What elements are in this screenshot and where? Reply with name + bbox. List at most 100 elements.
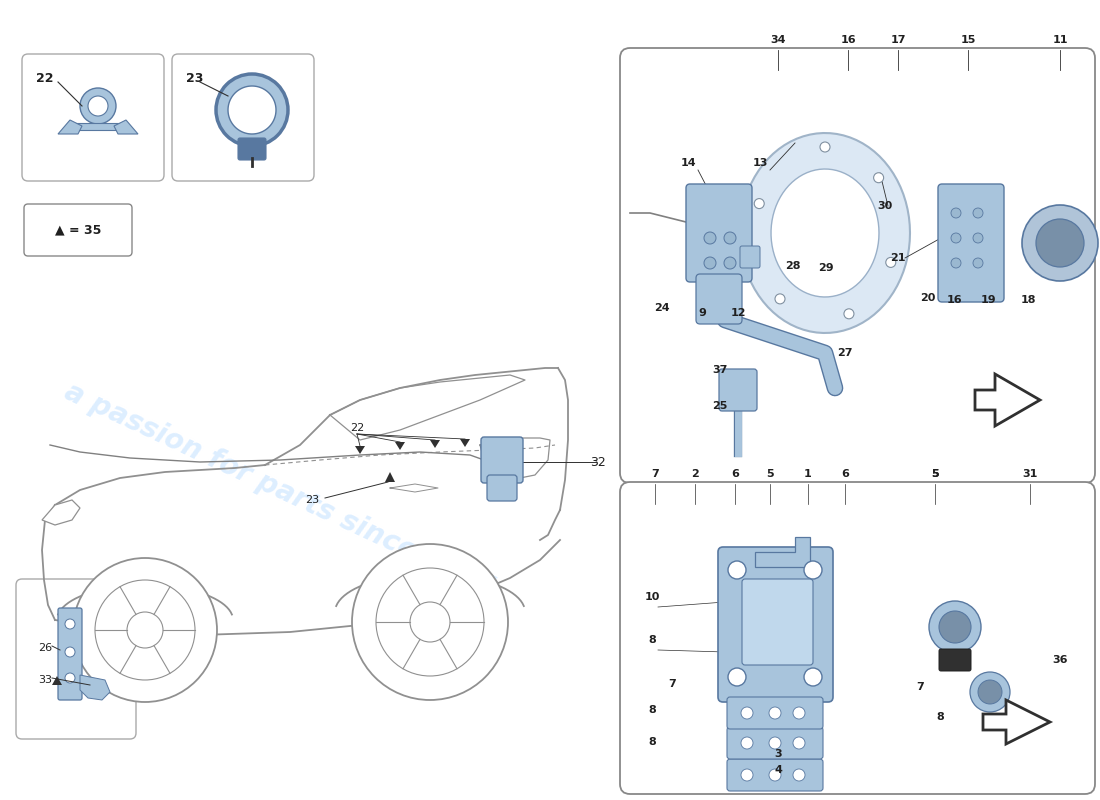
FancyBboxPatch shape: [742, 579, 813, 665]
Text: 8: 8: [648, 705, 656, 715]
Circle shape: [769, 737, 781, 749]
Text: 8: 8: [936, 712, 944, 722]
Polygon shape: [385, 472, 395, 482]
Text: 14: 14: [680, 158, 696, 168]
Circle shape: [352, 544, 508, 700]
Circle shape: [73, 558, 217, 702]
Text: 6: 6: [732, 469, 739, 479]
FancyBboxPatch shape: [620, 482, 1094, 794]
Circle shape: [95, 580, 195, 680]
FancyBboxPatch shape: [740, 246, 760, 268]
Text: 2: 2: [691, 469, 698, 479]
FancyBboxPatch shape: [58, 608, 82, 700]
FancyBboxPatch shape: [719, 369, 757, 411]
Polygon shape: [58, 120, 82, 134]
Circle shape: [704, 232, 716, 244]
Polygon shape: [80, 675, 110, 700]
Text: 10: 10: [645, 592, 660, 602]
Circle shape: [755, 198, 764, 209]
Text: 3: 3: [774, 749, 782, 759]
Circle shape: [974, 258, 983, 268]
Circle shape: [65, 619, 75, 629]
Polygon shape: [771, 169, 879, 297]
Circle shape: [886, 258, 895, 267]
FancyBboxPatch shape: [238, 138, 266, 160]
Circle shape: [741, 737, 754, 749]
Text: 5: 5: [932, 469, 938, 479]
Circle shape: [844, 309, 854, 319]
Circle shape: [820, 142, 830, 152]
Polygon shape: [395, 442, 405, 450]
FancyBboxPatch shape: [481, 437, 522, 483]
Polygon shape: [983, 700, 1050, 744]
Text: a passion for
parts since 1984: a passion for parts since 1984: [703, 359, 898, 481]
Circle shape: [724, 257, 736, 269]
Text: 19: 19: [980, 295, 996, 305]
Text: 16: 16: [840, 35, 856, 45]
Text: 24: 24: [654, 303, 670, 313]
FancyBboxPatch shape: [727, 697, 823, 729]
Text: 33: 33: [39, 675, 52, 685]
Text: 28: 28: [785, 261, 801, 271]
Circle shape: [952, 258, 961, 268]
Polygon shape: [70, 123, 126, 130]
Text: 7: 7: [651, 469, 659, 479]
Text: 8: 8: [648, 635, 656, 645]
Polygon shape: [740, 133, 910, 333]
Circle shape: [873, 173, 883, 182]
Text: 27: 27: [837, 348, 852, 358]
Text: 26: 26: [39, 643, 52, 653]
Circle shape: [978, 680, 1002, 704]
Polygon shape: [52, 676, 62, 685]
Circle shape: [930, 601, 981, 653]
Circle shape: [88, 96, 108, 116]
Circle shape: [704, 257, 716, 269]
Text: 13: 13: [752, 158, 768, 168]
Text: 29: 29: [818, 263, 834, 273]
Circle shape: [741, 707, 754, 719]
FancyBboxPatch shape: [22, 54, 164, 181]
Circle shape: [741, 769, 754, 781]
Text: 4: 4: [774, 765, 782, 775]
FancyBboxPatch shape: [727, 727, 823, 759]
Text: 7: 7: [916, 682, 924, 692]
Text: 20: 20: [921, 293, 936, 303]
Text: 16: 16: [947, 295, 962, 305]
Circle shape: [724, 232, 736, 244]
Text: 30: 30: [878, 201, 892, 211]
FancyBboxPatch shape: [696, 274, 742, 324]
Circle shape: [80, 88, 116, 124]
Circle shape: [65, 673, 75, 683]
Text: ▲ = 35: ▲ = 35: [55, 223, 101, 237]
Text: 22: 22: [36, 71, 54, 85]
Polygon shape: [460, 439, 470, 447]
Circle shape: [952, 208, 961, 218]
FancyBboxPatch shape: [718, 547, 833, 702]
Text: 5: 5: [767, 469, 773, 479]
Circle shape: [974, 208, 983, 218]
Circle shape: [65, 647, 75, 657]
Text: 21: 21: [890, 253, 905, 263]
Text: 22: 22: [350, 423, 364, 433]
FancyBboxPatch shape: [939, 649, 971, 671]
Polygon shape: [975, 374, 1040, 426]
Circle shape: [793, 737, 805, 749]
Text: 7: 7: [668, 679, 675, 689]
Text: 36: 36: [1053, 655, 1068, 665]
Text: 18: 18: [1021, 295, 1036, 305]
Text: 32: 32: [590, 455, 606, 469]
Circle shape: [793, 769, 805, 781]
FancyBboxPatch shape: [938, 184, 1004, 302]
Text: 15: 15: [960, 35, 976, 45]
Circle shape: [728, 561, 746, 579]
Text: 37: 37: [713, 365, 728, 375]
Circle shape: [769, 707, 781, 719]
Circle shape: [126, 612, 163, 648]
Polygon shape: [430, 440, 440, 448]
FancyBboxPatch shape: [24, 204, 132, 256]
FancyBboxPatch shape: [487, 475, 517, 501]
Polygon shape: [755, 537, 810, 567]
Circle shape: [804, 668, 822, 686]
Circle shape: [793, 707, 805, 719]
Text: 6: 6: [842, 469, 849, 479]
